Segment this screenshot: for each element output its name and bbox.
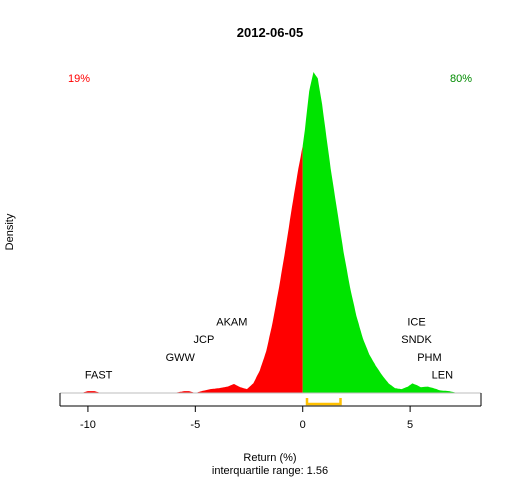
x-axis-label: Return (%) [243, 452, 296, 464]
positive-density-area [302, 72, 458, 393]
density-layer [59, 72, 482, 406]
stock-label: JCP [194, 334, 215, 346]
negative-density-area [81, 145, 303, 393]
chart-title: 2012-06-05 [237, 25, 304, 40]
x-tick-label: -5 [190, 419, 200, 431]
stock-label: FAST [85, 370, 113, 382]
iqr-subtitle: interquartile range: 1.56 [212, 465, 328, 477]
stock-label: AKAM [216, 317, 247, 329]
x-tick-label: 5 [407, 419, 413, 431]
iqr-bracket [305, 398, 342, 406]
stock-label: SNDK [401, 334, 432, 346]
stock-label: GWW [166, 352, 196, 364]
stock-label: ICE [407, 317, 425, 329]
x-tick-label: -10 [80, 419, 96, 431]
x-axis: -10 -5 0 5 [60, 405, 481, 431]
x-tick-label: 0 [300, 419, 306, 431]
right-share-label: 80% [450, 73, 472, 85]
stock-label: LEN [432, 370, 453, 382]
stock-label: PHM [417, 352, 441, 364]
y-axis-label: Density [4, 213, 16, 250]
left-share-label: 19% [68, 73, 90, 85]
